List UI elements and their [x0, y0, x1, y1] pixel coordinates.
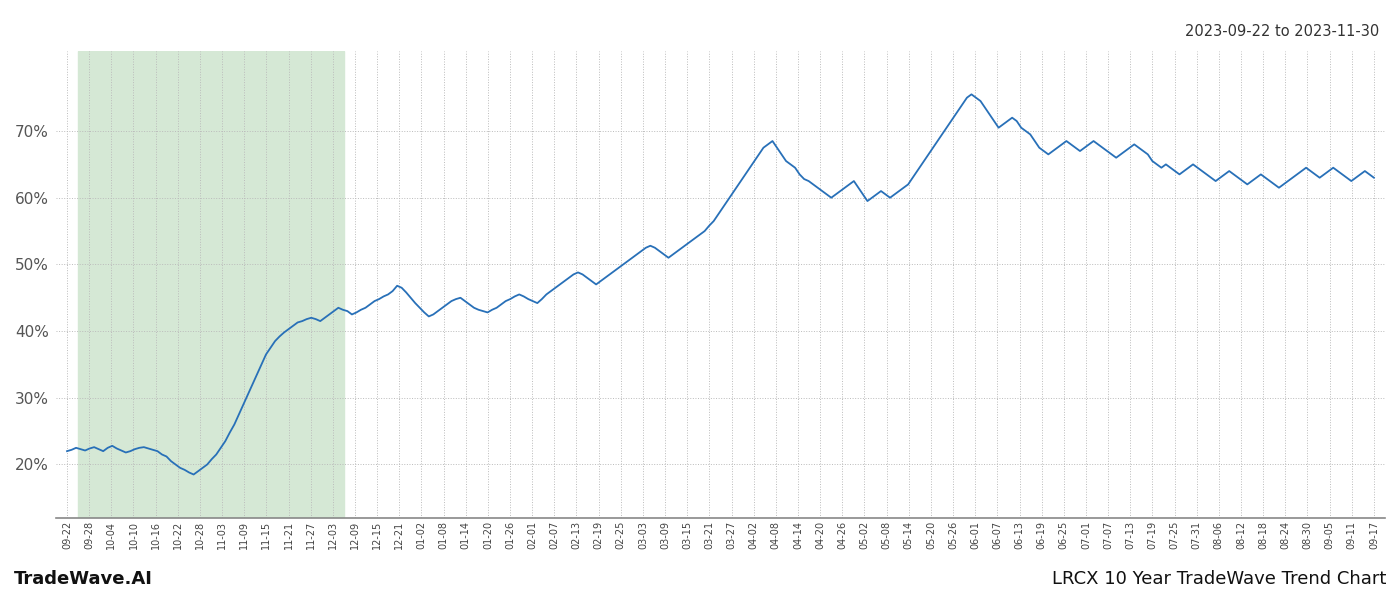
Text: 2023-09-22 to 2023-11-30: 2023-09-22 to 2023-11-30 — [1184, 24, 1379, 39]
Text: LRCX 10 Year TradeWave Trend Chart: LRCX 10 Year TradeWave Trend Chart — [1051, 570, 1386, 588]
Text: TradeWave.AI: TradeWave.AI — [14, 570, 153, 588]
Bar — [78, 51, 344, 518]
